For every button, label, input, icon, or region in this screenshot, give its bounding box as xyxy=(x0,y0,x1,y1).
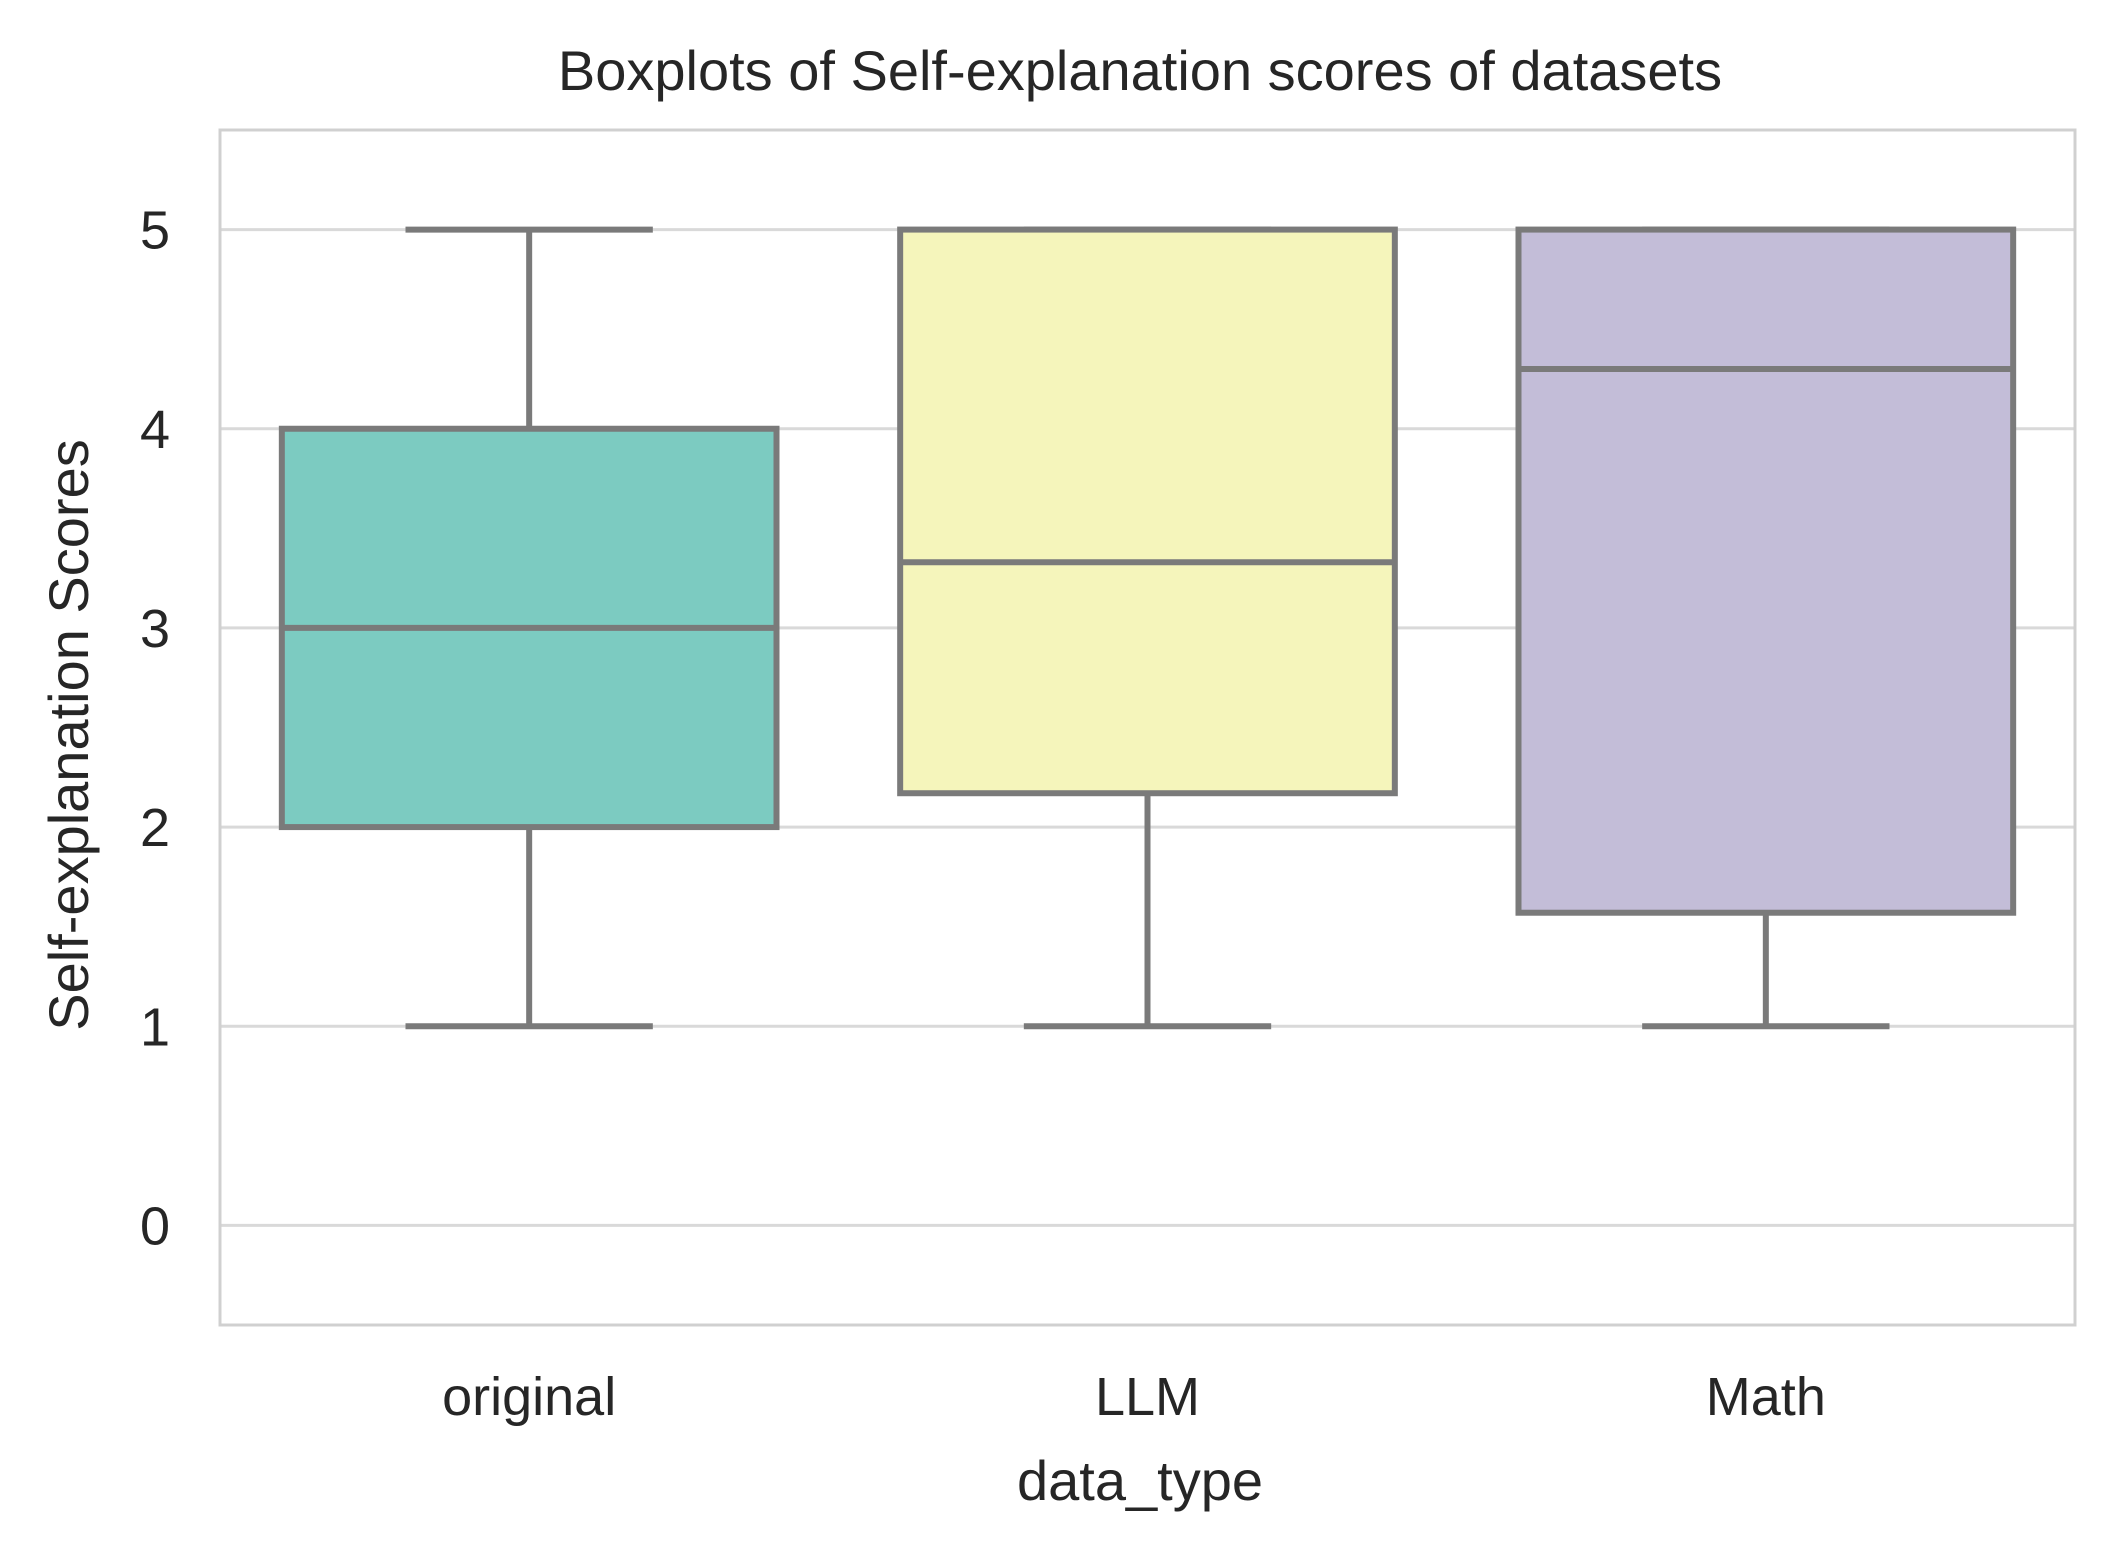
y-tick-label-4: 4 xyxy=(140,400,170,460)
box-math xyxy=(1515,226,2017,1030)
x-axis-label: data_type xyxy=(1017,1449,1263,1512)
x-axis-ticks: original LLM Math xyxy=(442,1367,1826,1427)
y-axis-label: Self-explanation Scores xyxy=(37,439,100,1030)
boxes-group xyxy=(278,226,2017,1030)
y-tick-label-3: 3 xyxy=(140,599,170,659)
box-body-math xyxy=(1515,226,2017,916)
y-axis-ticks: 0 1 2 3 4 5 xyxy=(140,201,170,1257)
box-body-llm xyxy=(897,226,1398,797)
y-tick-label-5: 5 xyxy=(140,201,170,261)
x-tick-label-original: original xyxy=(442,1367,616,1427)
x-tick-label-llm: LLM xyxy=(1095,1367,1200,1427)
box-original xyxy=(278,226,780,1030)
plot-area-frame xyxy=(218,128,2077,1327)
x-tick-label-math: Math xyxy=(1706,1367,1826,1427)
y-tick-label-2: 2 xyxy=(140,798,170,858)
y-tick-label-1: 1 xyxy=(140,997,170,1057)
box-llm xyxy=(897,226,1398,1030)
chart-title: Boxplots of Self-explanation scores of d… xyxy=(558,39,1722,102)
y-tick-label-0: 0 xyxy=(140,1196,170,1256)
